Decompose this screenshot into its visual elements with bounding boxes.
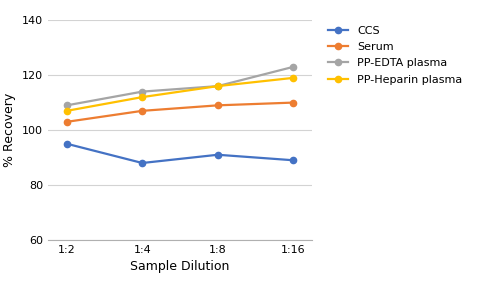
CCS [290, 158, 296, 162]
Legend: CCS, Serum, PP-EDTA plasma, PP-Heparin plasma: CCS, Serum, PP-EDTA plasma, PP-Heparin p… [328, 26, 462, 85]
Line: CCS: CCS [64, 141, 296, 166]
CCS [139, 161, 145, 165]
PP-EDTA plasma [64, 103, 70, 107]
X-axis label: Sample Dilution: Sample Dilution [130, 260, 230, 273]
PP-Heparin plasma [64, 109, 70, 112]
PP-Heparin plasma [290, 76, 296, 79]
Serum [139, 109, 145, 112]
Line: PP-EDTA plasma: PP-EDTA plasma [64, 64, 296, 108]
PP-Heparin plasma [215, 84, 221, 88]
PP-EDTA plasma [139, 90, 145, 93]
Line: Serum: Serum [64, 99, 296, 125]
CCS [64, 142, 70, 145]
PP-Heparin plasma [139, 95, 145, 99]
PP-EDTA plasma [215, 84, 221, 88]
Serum [290, 101, 296, 104]
PP-EDTA plasma [290, 65, 296, 68]
CCS [215, 153, 221, 156]
Serum [215, 103, 221, 107]
Y-axis label: % Recovery: % Recovery [3, 93, 16, 167]
Serum [64, 120, 70, 123]
Line: PP-Heparin plasma: PP-Heparin plasma [64, 75, 296, 114]
